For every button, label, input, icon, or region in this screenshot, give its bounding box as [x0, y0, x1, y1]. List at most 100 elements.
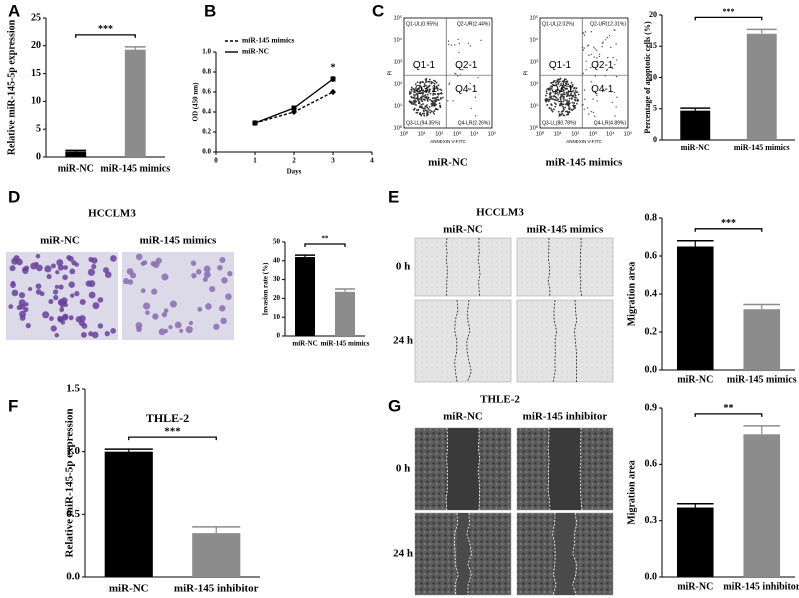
flow-event [586, 107, 589, 109]
cell [19, 315, 26, 321]
cell [24, 302, 29, 307]
cell [75, 316, 83, 323]
cell [58, 300, 63, 306]
flow-y-tick: 10⁴ [530, 36, 539, 43]
cell [34, 261, 39, 267]
y-tick-label: 10 [31, 96, 41, 107]
cell [68, 315, 74, 321]
flow-event [562, 114, 565, 117]
error-bar [746, 28, 777, 34]
flow-event [574, 104, 577, 107]
micrograph [516, 237, 614, 297]
flow-event [570, 108, 573, 111]
flow-event [431, 81, 434, 84]
y-tick-label: 0.0 [645, 571, 658, 582]
flow-event [559, 100, 562, 103]
flow-event [602, 41, 604, 43]
gate-label: Q2-1 [591, 60, 614, 71]
flow-event [583, 108, 585, 110]
flow-event [593, 56, 595, 58]
cell [213, 323, 220, 330]
error-bar [743, 425, 781, 435]
flow-event [427, 96, 430, 99]
cell [91, 263, 97, 270]
flow-event [424, 109, 427, 112]
flow-event [595, 49, 598, 51]
y-tick-label: 0.2 [202, 128, 211, 136]
flow-event [583, 34, 586, 36]
flow-event [560, 102, 563, 105]
flow-event [434, 99, 437, 102]
bar [192, 533, 241, 577]
flow-x-tick: 10³ [589, 131, 597, 137]
cell [135, 253, 143, 261]
y-tick-label: 0.5 [66, 508, 80, 520]
flow-event [429, 92, 432, 95]
y-tick-label: 0.2 [645, 326, 658, 337]
flow-event [566, 94, 569, 97]
flow-event [554, 92, 557, 95]
flow-y-tick: 10⁰ [394, 124, 403, 131]
cell [105, 271, 112, 278]
flow-event [545, 92, 548, 95]
flow-event [425, 96, 428, 98]
flow-event [558, 91, 561, 94]
cell [152, 313, 159, 320]
significance-label: *** [723, 7, 735, 16]
error-bar [192, 526, 241, 534]
y-tick-label: 15 [31, 68, 41, 79]
flow-event [545, 90, 548, 93]
flow-event [557, 93, 560, 96]
legend-label: miR-145 mimics [242, 36, 294, 45]
flow-event [440, 98, 442, 100]
flow-event [415, 100, 418, 103]
flow-event [423, 114, 426, 117]
cell [36, 264, 43, 272]
cell [74, 291, 80, 297]
flow-event [440, 92, 443, 95]
flow-event [590, 66, 592, 69]
flow-event [575, 87, 578, 90]
x-tick-label: 1 [253, 157, 257, 165]
flow-event [556, 91, 559, 94]
flow-event [480, 39, 482, 42]
flow-event [549, 107, 552, 110]
flow-y-tick: 10² [530, 81, 538, 87]
flow-event [548, 100, 550, 103]
panel-letter: D [8, 187, 20, 206]
flow-event [590, 53, 593, 56]
flow-event [423, 83, 426, 85]
cell [81, 323, 88, 329]
flow-event [425, 105, 428, 108]
flow-event [561, 105, 564, 108]
cell [25, 323, 31, 329]
bar [676, 507, 714, 577]
flow-event [570, 92, 573, 95]
flow-event [564, 82, 567, 85]
cell [140, 288, 146, 294]
flow-event [430, 110, 433, 113]
cell [97, 297, 104, 303]
flow-event [608, 34, 611, 37]
image-label: miR-145 inhibitor [523, 411, 608, 423]
flow-event [436, 87, 439, 90]
flow-event [470, 107, 472, 110]
series-line [254, 78, 334, 124]
wound-edge [445, 237, 448, 297]
flow-event [426, 97, 429, 100]
flow-event [420, 92, 423, 94]
flow-event [562, 100, 565, 103]
flow-y-tick: 10³ [394, 59, 402, 65]
flow-event [412, 96, 415, 99]
panel-letter: E [388, 187, 399, 206]
flow-event [567, 112, 569, 115]
flow-event [447, 40, 450, 42]
error-bar [65, 149, 87, 152]
y-tick-label: 0.0 [645, 364, 658, 375]
cell [188, 320, 194, 326]
flow-event [570, 88, 572, 90]
flow-event [413, 91, 415, 94]
cell [27, 286, 33, 292]
flow-event [426, 112, 428, 115]
panel-letter: G [388, 396, 401, 415]
